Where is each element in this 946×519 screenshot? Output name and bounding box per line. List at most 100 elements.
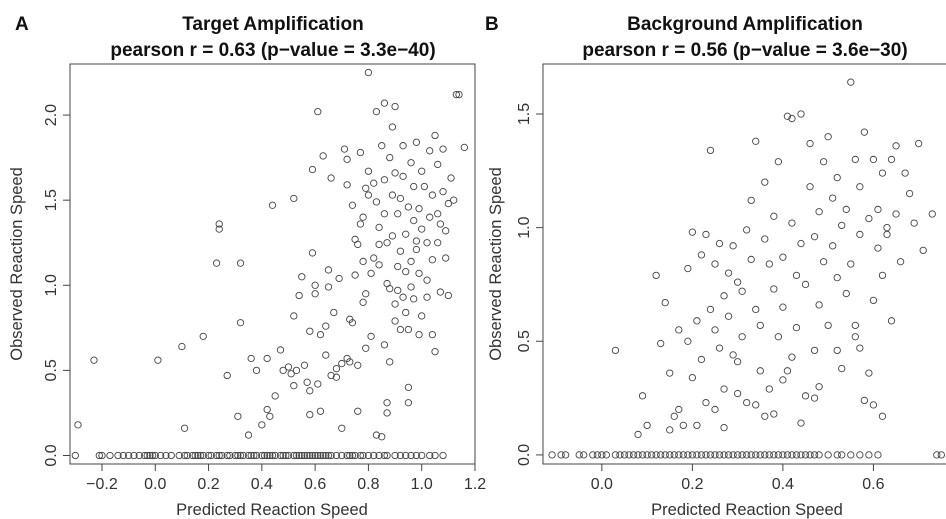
scatter-point [634, 451, 642, 459]
scatter-point [95, 451, 103, 460]
scatter-point [394, 262, 402, 271]
x-tick-label: −0.2 [86, 476, 118, 493]
scatter-point [415, 205, 423, 213]
scatter-point [340, 145, 349, 153]
scatter-point [426, 213, 434, 221]
scatter-point [743, 226, 751, 234]
scatter-point [282, 451, 290, 460]
scatter-point [688, 451, 697, 459]
scatter-point [688, 373, 697, 382]
scatter-point [711, 326, 719, 334]
scatter-point [215, 225, 223, 233]
scatter-point [276, 451, 285, 460]
scatter-point [402, 451, 410, 460]
scatter-point [343, 155, 351, 163]
x-tick-label: 0.4 [772, 476, 794, 493]
scatter-point [146, 451, 154, 460]
scatter-point [851, 155, 859, 164]
y-tick-label: 1.0 [516, 216, 533, 238]
scatter-point [779, 451, 787, 459]
scatter-point [290, 382, 298, 390]
scatter-point [404, 203, 413, 211]
scatter-point [236, 451, 245, 460]
scatter-point [284, 363, 293, 371]
scatter-point [838, 451, 846, 459]
scatter-point [324, 451, 333, 460]
scatter-point [415, 269, 423, 278]
scatter-point [797, 419, 805, 427]
scatter-point [706, 146, 715, 155]
scatter-point [815, 301, 823, 309]
scatter-point [431, 348, 439, 356]
scatter-point [901, 169, 909, 177]
scatter-point [346, 358, 354, 366]
scatter-point [815, 383, 823, 391]
scatter-point [819, 258, 828, 266]
scatter-point [106, 451, 114, 460]
scatter-point [314, 108, 322, 116]
scatter-point [856, 451, 864, 459]
scatter-point [399, 142, 407, 150]
scatter-point [194, 451, 202, 460]
scatter-point [774, 158, 783, 166]
scatter-point [258, 421, 266, 429]
scatter-point [348, 319, 357, 327]
scatter-point [308, 165, 317, 174]
scatter-point [306, 410, 314, 419]
scatter-point [319, 451, 327, 460]
scatter-point [702, 451, 710, 459]
scatter-point [919, 246, 927, 255]
scatter-point [447, 174, 455, 182]
scatter-point [212, 259, 221, 267]
scatter-point [450, 196, 458, 204]
scatter-point [332, 365, 341, 373]
scatter-point [611, 346, 620, 355]
scatter-point [874, 451, 882, 459]
scatter-point [330, 308, 338, 317]
scatter-point [756, 451, 764, 459]
x-axis-label-b: Predicted Reaction Speed [651, 501, 843, 519]
scatter-point [396, 247, 405, 255]
scatter-point [215, 220, 223, 228]
scatter-point [878, 271, 887, 280]
scatter-point [625, 451, 633, 459]
scatter-point [765, 385, 773, 393]
scatter-point [643, 451, 651, 459]
scatter-point [878, 412, 887, 420]
scatter-point [611, 451, 620, 459]
scatter-point [119, 451, 127, 460]
y-axis-label-a: Observed Reaction Speed [8, 167, 26, 361]
scatter-point [410, 295, 418, 303]
x-axis-b: 0.00.20.40.60.8 [591, 464, 885, 493]
scatter-point [308, 249, 317, 257]
scatter-point [394, 286, 402, 295]
scatter-point [439, 145, 447, 153]
scatter-point [359, 298, 367, 306]
scatter-point [420, 182, 429, 191]
scatter-point [244, 431, 253, 439]
scatter-point [404, 325, 413, 334]
scatter-point [638, 392, 647, 400]
scatter-point [892, 210, 900, 218]
scatter-point [378, 433, 386, 441]
scatter-point [359, 451, 367, 460]
scatter-point [247, 354, 255, 363]
y-axis-b: 0.0 0.5 1.0 1.5 [516, 103, 543, 466]
scatter-point [774, 451, 783, 459]
scatter-point [276, 346, 285, 354]
scatter-point [284, 451, 293, 460]
scatter-point [860, 396, 869, 405]
scatter-point [199, 332, 207, 340]
scatter-point [747, 451, 755, 459]
scatter-point [359, 213, 367, 221]
scatter-point [356, 451, 365, 460]
scatter-point [752, 305, 760, 314]
scatter-point [74, 421, 82, 429]
scatter-point [434, 160, 442, 169]
scatter-point [212, 451, 221, 460]
scatter-point [434, 239, 442, 247]
scatter-point [423, 293, 431, 301]
scatter-point [266, 412, 274, 420]
scatter-point [833, 173, 841, 182]
